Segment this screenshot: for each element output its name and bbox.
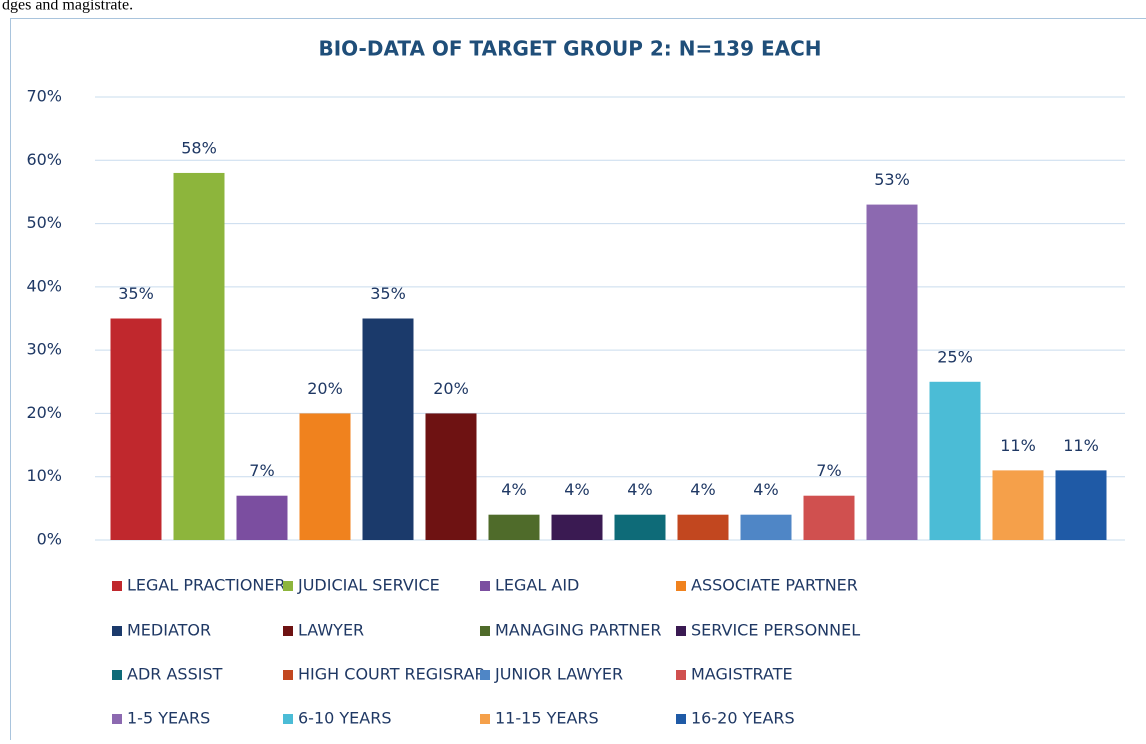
legend-swatch (112, 626, 122, 636)
bar (426, 413, 477, 540)
legend-label: MAGISTRATE (691, 665, 793, 684)
y-tick-label: 70% (26, 87, 62, 106)
value-label: 58% (181, 138, 217, 157)
bar (300, 413, 351, 540)
chart-title: BIO-DATA OF TARGET GROUP 2: N=139 EACH (318, 37, 821, 61)
bar (867, 205, 918, 540)
legend-label: ASSOCIATE PARTNER (691, 576, 858, 595)
value-label: 4% (627, 480, 652, 499)
legend-swatch (283, 626, 293, 636)
legend-label: HIGH COURT REGISRAR (298, 665, 486, 684)
legend-swatch (480, 714, 490, 724)
legend-label: MEDIATOR (127, 621, 211, 640)
bar (111, 319, 162, 541)
bar (174, 173, 225, 540)
bar (1056, 470, 1107, 540)
y-tick-label: 50% (26, 213, 62, 232)
bar (552, 515, 603, 540)
legend-label: LEGAL PRACTIONER (127, 576, 286, 595)
legend-swatch (676, 714, 686, 724)
legend-swatch (112, 670, 122, 680)
value-label: 35% (118, 284, 154, 303)
value-label: 25% (937, 347, 973, 366)
value-label: 11% (1000, 436, 1036, 455)
value-label: 4% (501, 480, 526, 499)
bar (741, 515, 792, 540)
legend-label: ADR ASSIST (127, 665, 223, 684)
legend-label: LEGAL AID (495, 576, 579, 595)
legend-label: 1-5 YEARS (127, 709, 210, 728)
legend-swatch (112, 581, 122, 591)
y-tick-label: 20% (26, 403, 62, 422)
value-label: 53% (874, 170, 910, 189)
legend-label: MANAGING PARTNER (495, 621, 661, 640)
value-label: 11% (1063, 436, 1099, 455)
legend-label: 6-10 YEARS (298, 709, 392, 728)
value-label: 7% (249, 461, 274, 480)
value-label: 20% (433, 379, 469, 398)
legend-swatch (480, 626, 490, 636)
legend-swatch (283, 670, 293, 680)
value-label: 4% (564, 480, 589, 499)
bar (363, 319, 414, 541)
value-label: 20% (307, 379, 343, 398)
legend-swatch (112, 714, 122, 724)
bar (930, 382, 981, 540)
legend-label: JUDICIAL SERVICE (297, 576, 440, 595)
y-tick-label: 0% (37, 530, 62, 549)
legend-swatch (480, 581, 490, 591)
value-label: 4% (753, 480, 778, 499)
value-label: 7% (816, 461, 841, 480)
bar (804, 496, 855, 540)
legend-label: LAWYER (298, 621, 364, 640)
legend-swatch (676, 626, 686, 636)
value-label: 35% (370, 284, 406, 303)
legend-swatch (676, 670, 686, 680)
legend-label: 11-15 YEARS (495, 709, 599, 728)
y-tick-label: 60% (26, 150, 62, 169)
bar (489, 515, 540, 540)
legend-swatch (283, 581, 293, 591)
legend-label: 16-20 YEARS (691, 709, 795, 728)
bar (237, 496, 288, 540)
value-label: 4% (690, 480, 715, 499)
bar (615, 515, 666, 540)
page-text: dges and magistrate. (2, 0, 133, 14)
legend-label: SERVICE PERSONNEL (691, 621, 860, 640)
legend-label: JUNIOR LAWYER (494, 665, 623, 684)
legend-swatch (480, 670, 490, 680)
legend-swatch (676, 581, 686, 591)
y-tick-label: 10% (26, 466, 62, 485)
y-tick-label: 30% (26, 340, 62, 359)
legend-swatch (283, 714, 293, 724)
bar (993, 470, 1044, 540)
bar (678, 515, 729, 540)
y-tick-label: 40% (26, 276, 62, 295)
